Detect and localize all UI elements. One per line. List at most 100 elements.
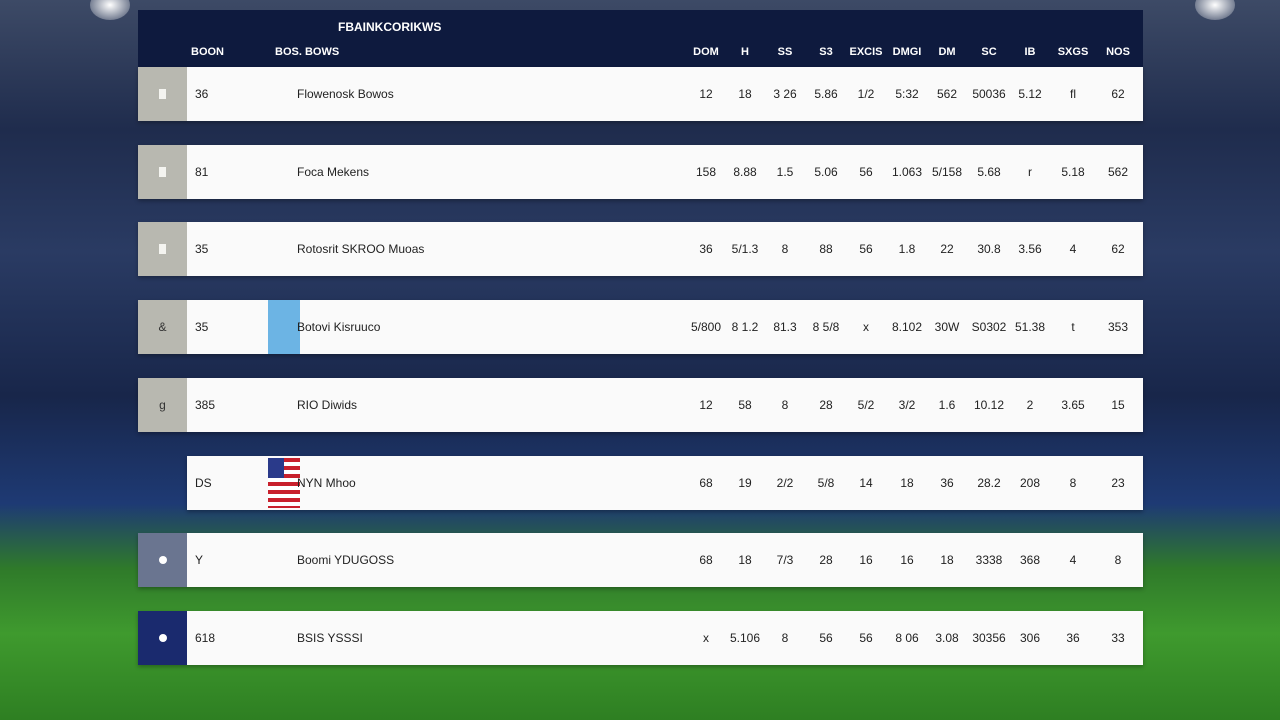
stat-cell: 8 5/8 <box>812 320 840 334</box>
stadium-light <box>1195 0 1235 20</box>
stat-cell: 3.08 <box>935 631 959 645</box>
rank: 618 <box>195 631 216 645</box>
stat-cell: 5:32 <box>895 87 919 101</box>
badge-icon <box>158 634 167 642</box>
stat-cell: 62 <box>1111 87 1125 101</box>
rank: 81 <box>195 165 209 179</box>
stat-cell: 1.5 <box>776 165 794 179</box>
stat-cell: 3.56 <box>1018 242 1042 256</box>
stat-cell: 3.65 <box>1061 398 1085 412</box>
team-logo <box>268 300 300 354</box>
stat-cell: 158 <box>695 165 717 179</box>
stat-cell: 306 <box>1019 631 1041 645</box>
stat-cell: 5.12 <box>1018 87 1042 101</box>
stat-cell: 62 <box>1111 242 1125 256</box>
stat-cell: 4 <box>1069 242 1077 256</box>
stat-cell: 353 <box>1107 320 1129 334</box>
stat-cell: 5/1.3 <box>731 242 759 256</box>
stat-cell: 5.86 <box>814 87 838 101</box>
stat-cell: 8 1.2 <box>731 320 759 334</box>
stat-cell: 4 <box>1069 553 1077 567</box>
stat-cell: 208 <box>1019 476 1041 490</box>
stat-cell: 8 06 <box>895 631 919 645</box>
stat-cell: 30.8 <box>977 242 1001 256</box>
team-name: Flowenosk Bowos <box>297 87 394 101</box>
stat-cell: 5.68 <box>977 165 1001 179</box>
badge-icon <box>159 89 166 99</box>
column-header: H <box>741 46 749 58</box>
stat-cell: 5.06 <box>814 165 838 179</box>
badge-text: & <box>158 320 167 334</box>
rank: DS <box>195 476 212 490</box>
stat-cell: 28 <box>819 398 833 412</box>
row-badge: & <box>138 300 187 354</box>
stat-cell: 5/158 <box>931 165 963 179</box>
row-badge <box>138 611 187 665</box>
stat-cell: 5/800 <box>690 320 722 334</box>
stat-cell: 8 <box>1114 553 1122 567</box>
stat-cell: S0302 <box>971 320 1007 334</box>
stat-cell: 1.063 <box>891 165 923 179</box>
stat-cell: x <box>863 320 869 334</box>
stat-cell: 10.12 <box>973 398 1005 412</box>
column-header: DM <box>938 46 956 58</box>
column-header: IB <box>1024 46 1036 58</box>
column-header: SXGS <box>1057 46 1089 58</box>
row-badge <box>138 533 187 587</box>
stat-cell: 562 <box>936 87 958 101</box>
table-row: Y Boomi YDUGOSS 68 18 7/3 28 16 16 18 3338 368 4 8 <box>138 533 1143 587</box>
rank: 36 <box>195 87 209 101</box>
stat-cell: 562 <box>1107 165 1129 179</box>
stat-cell: 18 <box>738 553 752 567</box>
rank: Y <box>195 553 204 567</box>
column-header: SC <box>981 46 997 58</box>
stat-cell: 81.3 <box>773 320 797 334</box>
team-name: NYN Mhoo <box>297 476 356 490</box>
stat-cell: 28.2 <box>977 476 1001 490</box>
stat-cell: 3338 <box>975 553 1003 567</box>
badge-icon <box>159 244 166 254</box>
row-badge <box>138 67 187 121</box>
stat-cell: 30W <box>934 320 960 334</box>
stat-cell: 8.102 <box>891 320 923 334</box>
rank: 35 <box>195 242 209 256</box>
stat-cell: 1.8 <box>898 242 916 256</box>
column-header: SS <box>777 46 793 58</box>
table-row: 36 Flowenosk Bowos 12 18 3 26 5.86 1/2 5:32 562 5… <box>138 67 1143 121</box>
stat-cell: 33 <box>1111 631 1125 645</box>
stat-cell: 58 <box>738 398 752 412</box>
stat-cell: 2/2 <box>776 476 794 490</box>
team-name: RIO Diwids <box>297 398 358 412</box>
row-badge <box>138 222 187 276</box>
table-row: g 385 RIO Diwids 12 58 8 28 5/2 3/2 1.6 10.12 2 3.65… <box>138 378 1143 432</box>
rank: 385 <box>195 398 216 412</box>
stat-cell: 12 <box>699 398 713 412</box>
stat-cell: 51.38 <box>1014 320 1046 334</box>
stat-cell: 56 <box>859 242 873 256</box>
table-row: DS NYN Mhoo 68 19 2/2 5/8 14 18 36 28.2 208 8 23 <box>187 456 1143 510</box>
stat-cell: 18 <box>738 87 752 101</box>
stat-cell: fl <box>1070 87 1076 101</box>
badge-icon <box>159 167 166 177</box>
stat-cell: 18 <box>940 553 954 567</box>
table-row: 35 Rotosrit SKROO Muoas 36 5/1.3 8 88 56 1.8 22 3… <box>138 222 1143 276</box>
column-header: BOON <box>191 46 224 58</box>
stat-cell: 36 <box>699 242 713 256</box>
stat-cell: 5.106 <box>729 631 761 645</box>
badge-icon <box>158 556 167 564</box>
stat-cell: 18 <box>900 476 914 490</box>
column-header: NOS <box>1106 46 1130 58</box>
stat-cell: 3 26 <box>773 87 797 101</box>
stat-cell: 68 <box>699 476 713 490</box>
stat-cell: 12 <box>699 87 713 101</box>
stat-cell: 23 <box>1111 476 1125 490</box>
row-badge <box>138 145 187 199</box>
title: FBAINKCORIKWS <box>338 20 442 34</box>
stat-cell: 36 <box>1066 631 1080 645</box>
table-header: FBAINKCORIKWS BOON BOS. BOWS DOM H SS S3 EXCIS… <box>138 10 1143 67</box>
stat-cell: 14 <box>859 476 873 490</box>
stat-cell: 68 <box>699 553 713 567</box>
team-flag <box>268 458 300 508</box>
stat-cell: 88 <box>819 242 833 256</box>
stat-cell: 30356 <box>972 631 1006 645</box>
